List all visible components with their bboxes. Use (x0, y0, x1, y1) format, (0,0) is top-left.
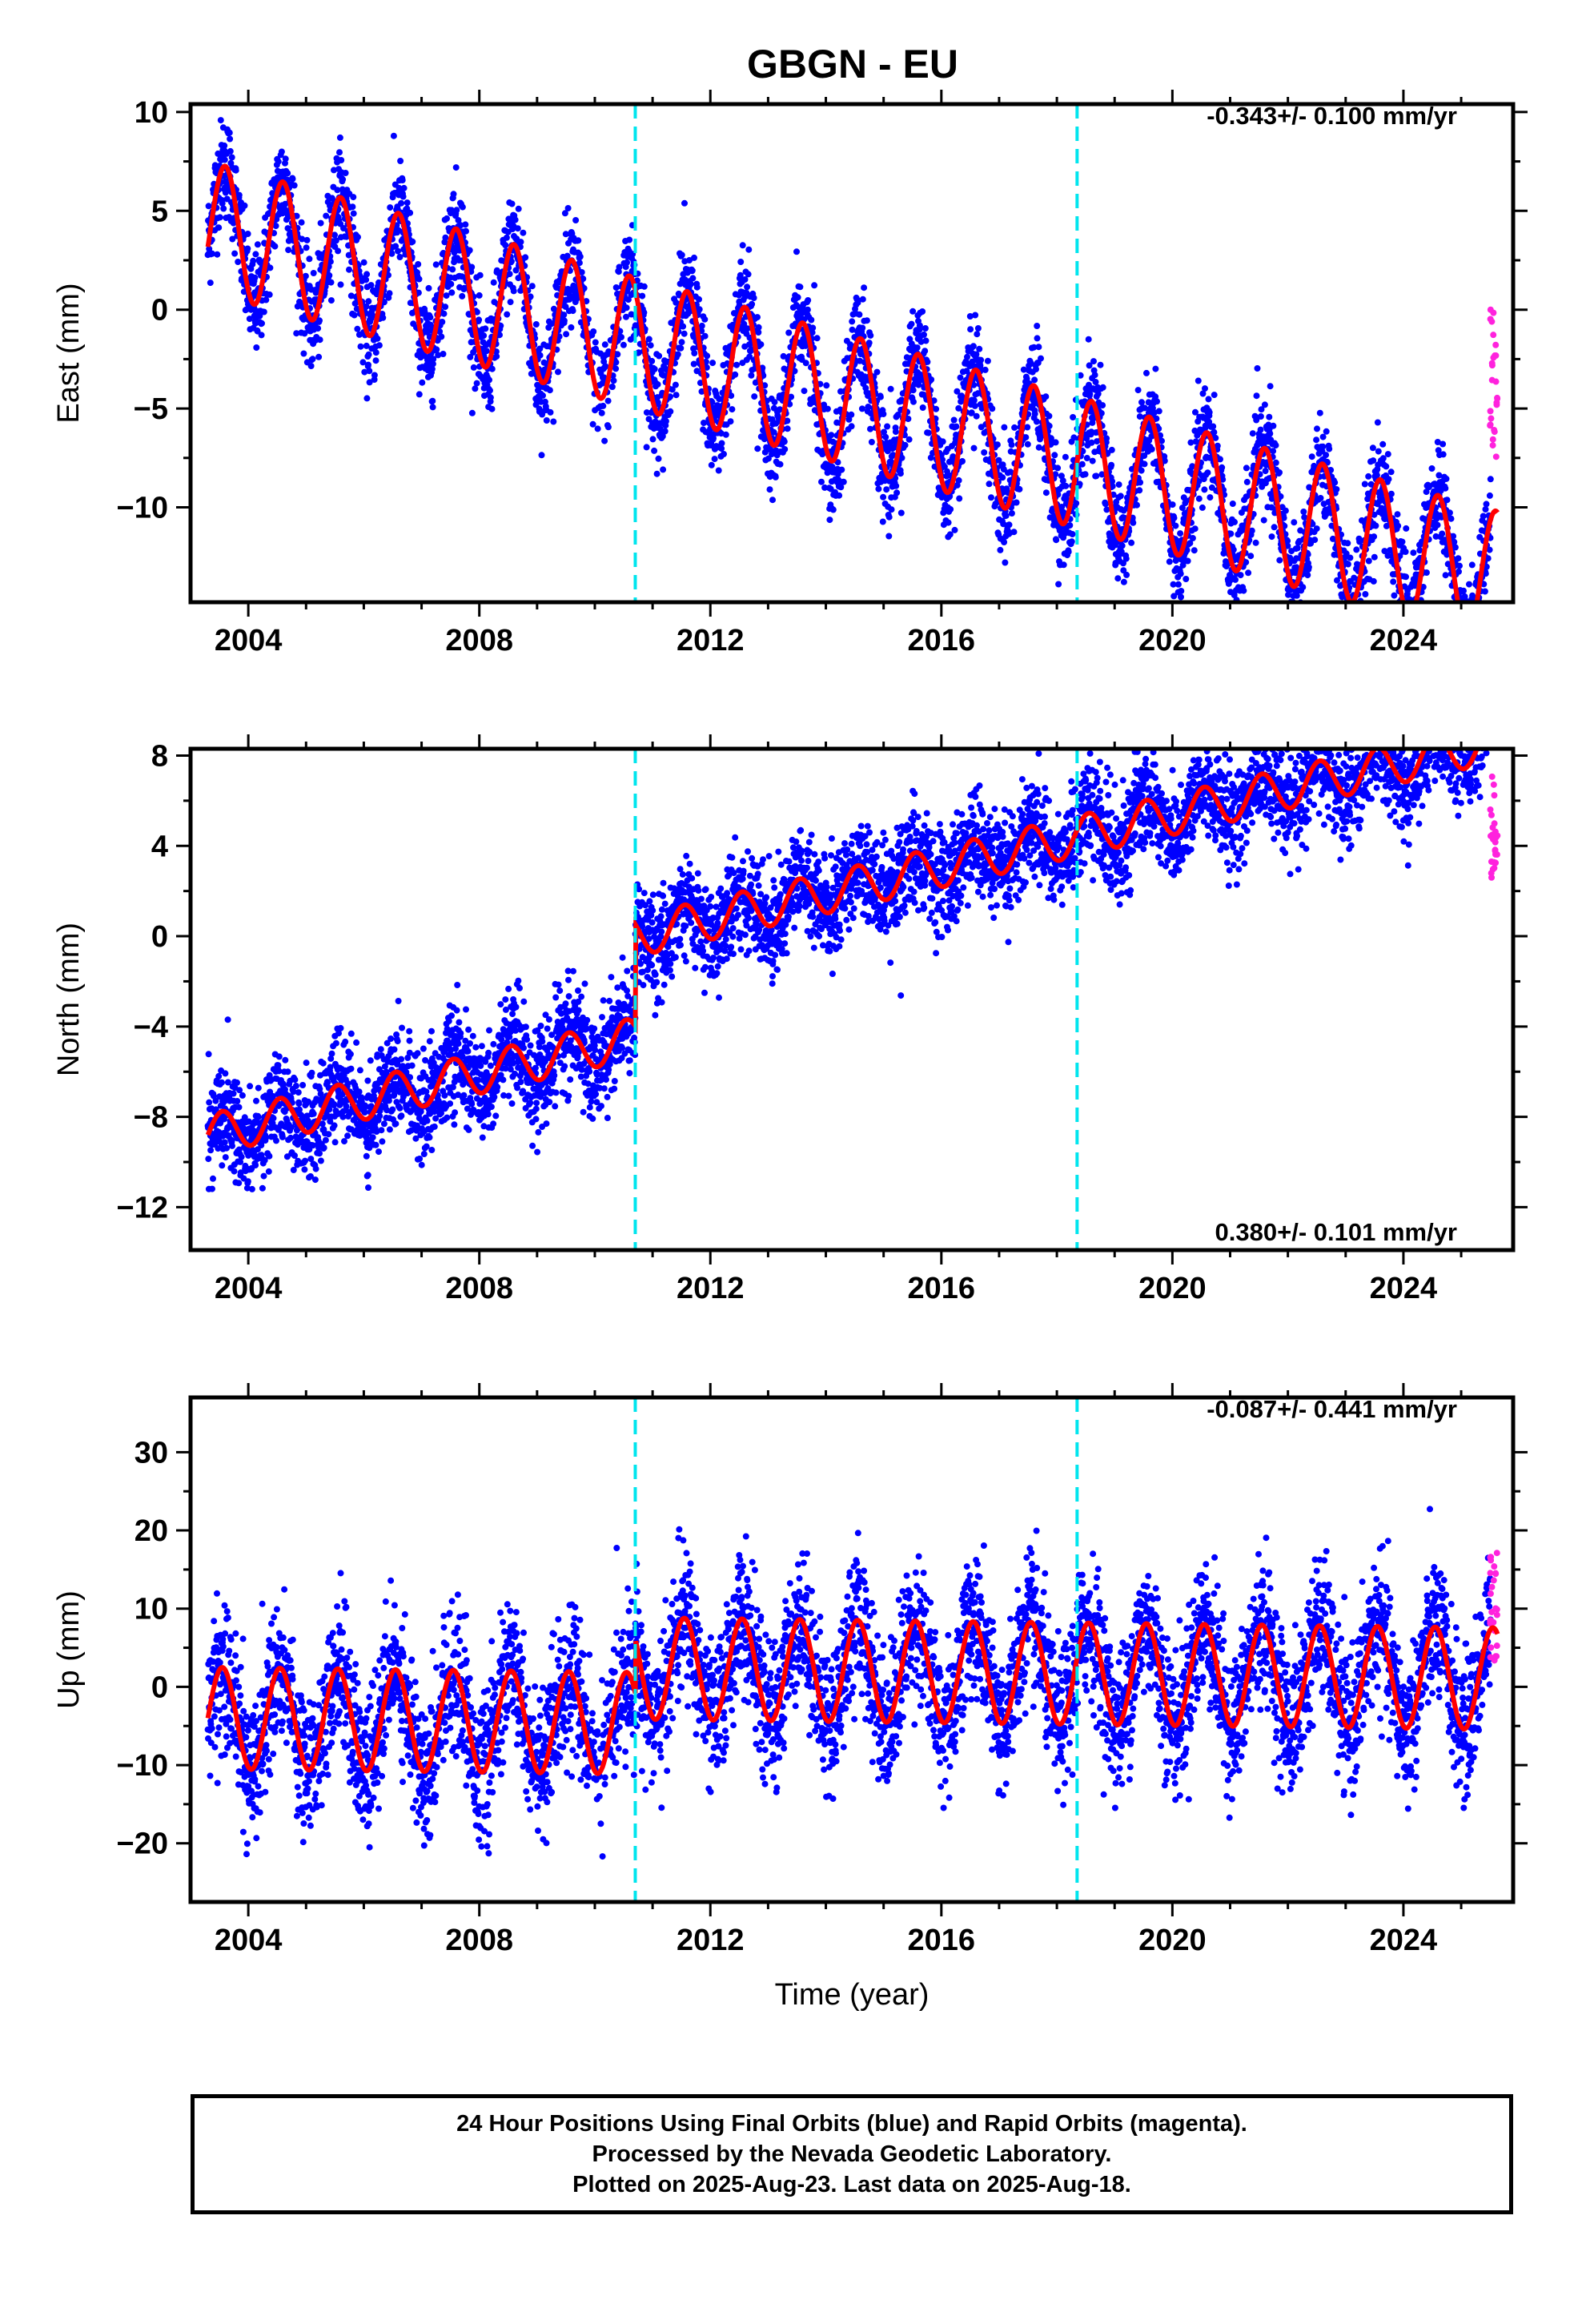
north-xtick-label: 2004 (215, 1272, 283, 1305)
east-scatter-marks (205, 117, 1494, 706)
north-scatter-marks (205, 651, 1494, 1192)
north-final-orbit-points (205, 651, 1494, 1192)
east-xtick-label: 2020 (1138, 624, 1207, 657)
east-ytick-label: 5 (151, 195, 168, 228)
up-scatter-marks (205, 1506, 1494, 1860)
up-ytick-label: 0 (151, 1671, 168, 1704)
north-ylabel: North (mm) (52, 923, 86, 1076)
up-xtick-label: 2020 (1138, 1924, 1207, 1957)
east-rate-annotation: -0.343+/- 0.100 mm/yr (1207, 102, 1457, 130)
panel-east: 2004 2008 2012 2016 2020 2024 10 5 0 −5 −10 East (m… (52, 90, 1528, 706)
north-xtick-label: 2008 (445, 1272, 513, 1305)
up-ylabel: Up (mm) (52, 1590, 86, 1709)
east-xtick-label: 2024 (1370, 624, 1438, 657)
up-xtick-label: 2024 (1370, 1924, 1438, 1957)
north-ytick-label: 8 (151, 739, 168, 773)
up-plot-area (205, 1397, 1500, 1902)
up-ytick-label: −10 (117, 1749, 168, 1783)
up-xtick-label: 2008 (445, 1924, 513, 1957)
north-xtick-label: 2012 (677, 1272, 745, 1305)
east-xtick-label: 2004 (215, 624, 283, 657)
panel-north: 2004 2008 2012 2016 2020 2024 8 4 0 −4 −8 −12 North … (52, 651, 1528, 1305)
up-ytick-label: −20 (117, 1827, 168, 1861)
up-xtick-label: 2004 (215, 1924, 283, 1957)
up-final-orbit-points (205, 1506, 1494, 1860)
east-plot-area (205, 104, 1501, 706)
north-xtick-label: 2020 (1138, 1272, 1207, 1305)
north-plot-area (205, 651, 1501, 1250)
up-rate-annotation: -0.087+/- 0.441 mm/yr (1207, 1395, 1457, 1423)
panel-up: 2004 2008 2012 2016 2020 2024 30 20 10 0 −10 −20 Up … (52, 1383, 1528, 2012)
east-ytick-label: −10 (117, 492, 168, 525)
east-ytick-label: 0 (151, 294, 168, 328)
east-final-orbit-points (205, 117, 1494, 706)
north-plot-frame (191, 749, 1513, 1250)
east-ytick-label: −5 (134, 392, 168, 426)
north-ytick-label: −12 (117, 1191, 168, 1224)
north-xtick-label: 2016 (908, 1272, 976, 1305)
up-ytick-label: 30 (135, 1436, 168, 1470)
north-xtick-label: 2024 (1370, 1272, 1438, 1305)
east-rapid-orbit-points (1487, 307, 1500, 460)
east-xtick-label: 2008 (445, 624, 513, 657)
east-xtick-label: 2016 (908, 624, 976, 657)
footer-line-1: 24 Hour Positions Using Final Orbits (bl… (456, 2109, 1247, 2139)
north-ytick-label: −4 (134, 1011, 168, 1044)
north-ytick-label: 4 (151, 830, 168, 863)
up-ytick-label: 20 (135, 1514, 168, 1548)
up-xtick-label: 2016 (908, 1924, 976, 1957)
east-ytick-label: 10 (135, 96, 168, 130)
east-model-curve (208, 166, 1498, 633)
up-ytick-label: 10 (135, 1593, 168, 1626)
footer-line-2: Processed by the Nevada Geodetic Laborat… (592, 2139, 1112, 2169)
north-rapid-orbit-points (1488, 774, 1501, 881)
east-ylabel: East (mm) (52, 283, 86, 423)
footer-box: 24 Hour Positions Using Final Orbits (bl… (191, 2094, 1513, 2214)
north-ytick-label: −8 (134, 1101, 168, 1135)
figure-title: GBGN - EU (747, 42, 958, 86)
up-xtick-label: 2012 (677, 1924, 745, 1957)
north-rate-annotation: 0.380+/- 0.101 mm/yr (1215, 1218, 1457, 1246)
north-ytick-label: 0 (151, 920, 168, 954)
east-xtick-label: 2012 (677, 624, 745, 657)
up-xlabel: Time (year) (775, 1978, 930, 2012)
footer-line-3: Plotted on 2025-Aug-23. Last data on 202… (572, 2169, 1131, 2200)
